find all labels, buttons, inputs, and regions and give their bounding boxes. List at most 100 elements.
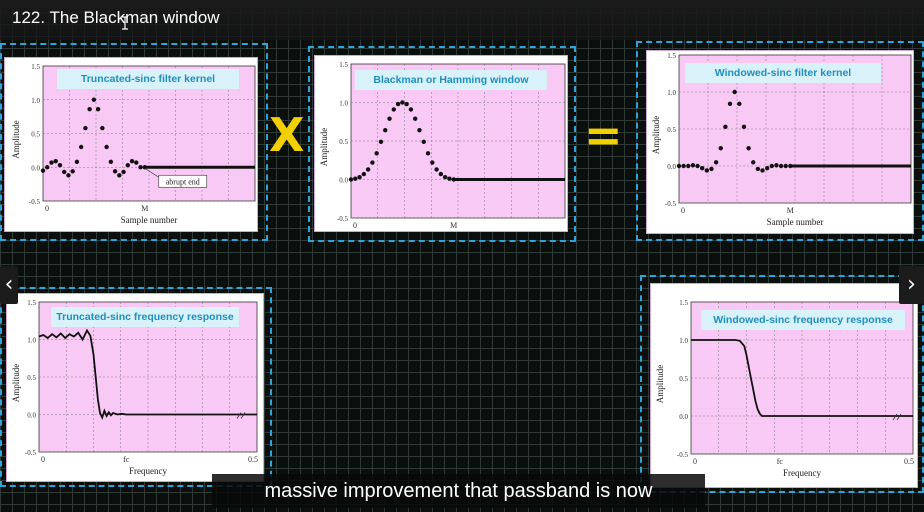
data-point [357, 174, 362, 180]
data-point [746, 146, 751, 151]
data-point [83, 125, 88, 131]
equals-operator: = [584, 108, 623, 162]
panel-windowed-sinc-kernel: 1.5 1.0 0.5 0.0 -0.5 0 M Sample number Amplitude… [646, 50, 914, 234]
y-tick-label: 1.5 [31, 63, 40, 71]
y-axis-label: Amplitude [655, 365, 665, 404]
data-point [442, 174, 448, 180]
data-point [778, 163, 784, 169]
chevron-right-icon: › [907, 272, 916, 297]
previous-slide-button[interactable]: ‹ [0, 266, 18, 304]
y-axis-label: Amplitude [319, 128, 329, 167]
data-point [383, 128, 388, 133]
data-point [774, 163, 779, 168]
data-point [718, 146, 723, 151]
chart-title: Windowed-sinc frequency response [701, 310, 905, 330]
y-axis-label: Amplitude [11, 364, 21, 403]
y-tick-label: -0.5 [29, 198, 41, 206]
data-point [713, 160, 719, 165]
data-point [78, 144, 84, 150]
y-tick-label: 0.0 [679, 413, 688, 421]
data-point [447, 176, 452, 181]
data-point [387, 116, 392, 121]
y-tick-label: 1.5 [27, 299, 36, 307]
data-point [391, 107, 396, 112]
y-tick-label: -0.5 [677, 451, 689, 459]
x-tick-label: M [787, 206, 794, 215]
data-point [769, 163, 774, 169]
x-tick-label: M [141, 204, 148, 213]
x-tick-label: 0.5 [904, 457, 914, 466]
data-point [438, 171, 444, 177]
y-tick-label: 1.5 [339, 61, 348, 69]
x-tick-label: fc [123, 455, 130, 464]
data-point [134, 160, 139, 165]
y-tick-label: 0.0 [31, 164, 40, 172]
data-point [434, 167, 439, 172]
data-point [408, 107, 414, 112]
data-point [370, 160, 375, 165]
data-point [129, 158, 135, 164]
y-tick-label: 0.5 [679, 375, 688, 383]
annotation-arrow [144, 167, 159, 178]
x-tick-label: fc [777, 457, 784, 466]
data-point [723, 124, 728, 129]
data-point [704, 168, 710, 173]
data-point [117, 173, 122, 178]
data-point [755, 166, 761, 172]
multiply-operator: X [269, 108, 305, 162]
data-point [66, 173, 71, 178]
data-point [121, 169, 126, 175]
data-point [400, 100, 405, 105]
data-point [112, 169, 118, 174]
data-point [737, 101, 742, 107]
frame-window [308, 46, 576, 242]
y-tick-label: 1.5 [679, 299, 688, 307]
frame-kernel [0, 43, 268, 241]
data-point [425, 151, 431, 156]
data-point [49, 160, 54, 165]
data-point [378, 139, 384, 144]
data-point [374, 151, 379, 156]
data-point [695, 163, 700, 169]
data-point [45, 165, 50, 170]
data-point [783, 163, 788, 169]
data-point [741, 124, 747, 129]
data-point [70, 169, 75, 174]
y-tick-label: -0.5 [337, 215, 349, 223]
data-point [430, 160, 435, 165]
y-tick-label: 1.0 [31, 97, 40, 105]
x-axis-label: Frequency [783, 468, 821, 478]
x-tick-label: 0 [693, 457, 697, 466]
data-point [74, 159, 80, 165]
x-tick-label: 0 [41, 455, 45, 464]
data-point [764, 166, 770, 171]
y-tick-label: 0.5 [339, 138, 348, 146]
data-point [53, 158, 58, 164]
next-slide-button[interactable]: › [899, 266, 924, 304]
axis-break-mark [236, 412, 246, 419]
data-point [361, 171, 367, 177]
data-point [709, 166, 714, 172]
panel-truncated-sinc-response: 1.5 1.0 0.5 0.0 -0.5 0 fc 0.5 Frequency Amplitude… [6, 293, 264, 482]
series-line [38, 328, 257, 420]
y-tick-label: 1.0 [667, 89, 676, 97]
y-tick-label: 0.5 [667, 126, 676, 134]
y-tick-label: 0.0 [667, 163, 676, 171]
data-point [365, 167, 371, 172]
data-point [700, 166, 705, 171]
data-point [353, 176, 358, 181]
frame-truncated-response [0, 287, 272, 487]
chevron-left-icon: ‹ [4, 272, 14, 297]
data-point [676, 163, 682, 169]
x-axis-label: Sample number [121, 215, 178, 225]
data-point [421, 139, 426, 144]
data-point [348, 177, 354, 182]
data-point [395, 101, 401, 107]
data-point [138, 165, 143, 170]
data-point [104, 144, 109, 150]
data-point [760, 168, 765, 173]
subtitle-caption: massive improvement that passband is now [212, 474, 705, 508]
data-point [686, 163, 691, 169]
y-tick-label: 0.0 [339, 177, 348, 185]
x-axis-label: Sample number [767, 217, 824, 227]
